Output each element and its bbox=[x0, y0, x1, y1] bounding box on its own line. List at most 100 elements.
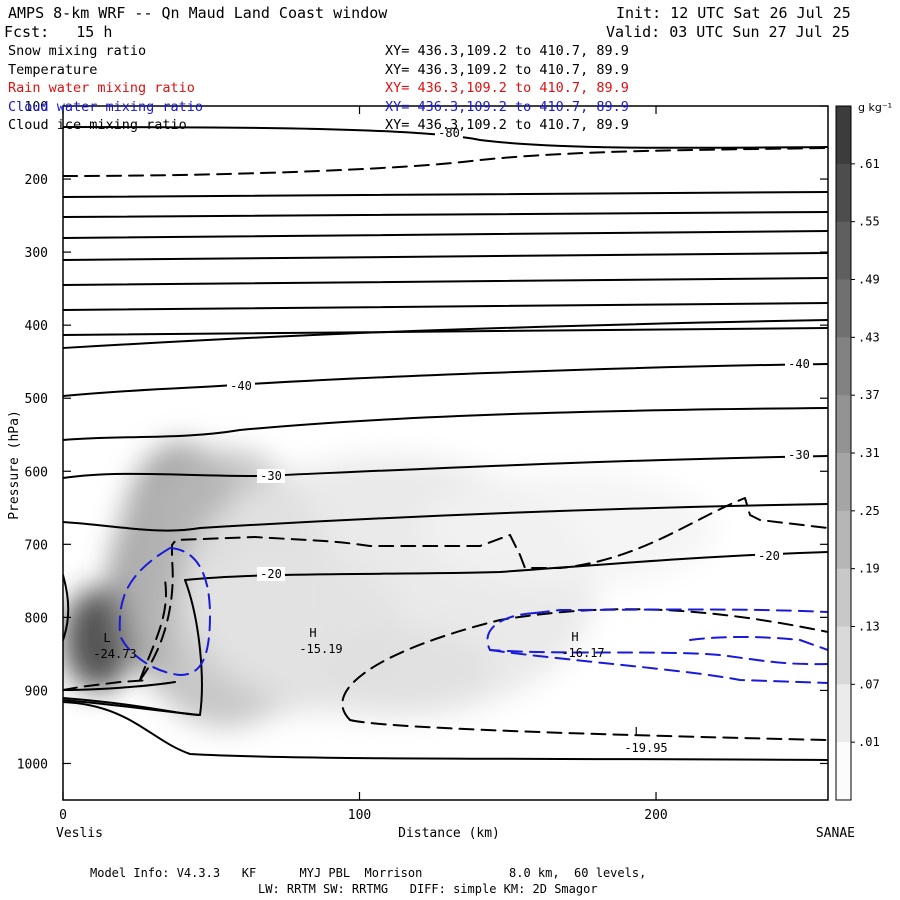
field-cross-section-coords: XY= 436.3,109.2 to 410.7, 89.9 bbox=[385, 43, 629, 59]
temperature-contour-label: -30 bbox=[788, 448, 810, 462]
temperature-contour bbox=[63, 302, 828, 311]
colorbar-segment bbox=[836, 742, 851, 801]
temperature-contour-label: -80 bbox=[438, 126, 460, 140]
colorbar-tick-label: .43 bbox=[858, 330, 880, 344]
temperature-contour-label: -30 bbox=[260, 469, 282, 483]
colorbar-tick-label: .37 bbox=[858, 388, 880, 402]
x-tick-label: 200 bbox=[644, 808, 667, 823]
temperature-contour bbox=[63, 252, 828, 261]
temperature-contour bbox=[63, 697, 201, 716]
temperature-contour bbox=[63, 701, 828, 761]
contour-label-bg bbox=[785, 448, 813, 462]
colorbar-tick-label: .07 bbox=[858, 677, 880, 691]
snow-mixing-ratio-shading bbox=[63, 442, 716, 727]
temperature-contour bbox=[63, 574, 70, 641]
cloud-ice-contour bbox=[63, 679, 151, 691]
y-tick-label: 100 bbox=[25, 100, 48, 115]
temperature-contour bbox=[63, 277, 828, 286]
temperature-contour-label: -40 bbox=[788, 357, 810, 371]
temperature-contour-minus30 bbox=[63, 455, 828, 479]
colorbar-segment bbox=[836, 568, 851, 627]
field-name: Snow mixing ratio bbox=[8, 43, 147, 59]
colorbar-unit: g kg⁻¹ bbox=[858, 101, 892, 114]
colorbar-tick-label: .01 bbox=[858, 735, 880, 749]
cloud-water-contour bbox=[486, 612, 828, 666]
colorbar-segment bbox=[836, 337, 851, 396]
field-cross-section-coords: XY= 436.3,109.2 to 410.7, 89.9 bbox=[385, 98, 629, 115]
colorbar-segment bbox=[836, 279, 851, 338]
extremum-value-label: -16.17 bbox=[561, 646, 604, 660]
temperature-contour bbox=[63, 681, 176, 691]
colorbar-segment bbox=[836, 221, 851, 280]
contour-label-bg bbox=[227, 379, 255, 393]
y-axis: 1000 900 800 700 600 500 400 300 200 100 Pressure … bbox=[7, 100, 828, 772]
temperature-contour-minus80 bbox=[63, 126, 828, 149]
contour-labels: -80 -40 -40 -30 -30 -20 -20 L -24.73 H -15.19 H -16.… bbox=[93, 126, 813, 755]
colorbar-tick-label: .55 bbox=[858, 215, 880, 229]
extremum-type-label: H bbox=[571, 630, 578, 644]
x-tick-label: 100 bbox=[348, 808, 371, 823]
extremum-type-label: H bbox=[309, 626, 316, 640]
field-name: Cloud water mixing ratio bbox=[8, 98, 204, 115]
colorbar-segment bbox=[836, 626, 851, 685]
temperature-contour bbox=[63, 211, 828, 218]
cloud-ice-contour bbox=[63, 147, 828, 177]
y-tick-label: 500 bbox=[25, 392, 48, 407]
field-cross-section-coords: XY= 436.3,109.2 to 410.7, 89.9 bbox=[385, 61, 629, 78]
field-name: Cloud ice mixing ratio bbox=[8, 117, 187, 133]
temperature-contour bbox=[63, 503, 828, 532]
cloud-water-contour bbox=[118, 547, 211, 676]
y-tick-label: 900 bbox=[25, 684, 48, 699]
contour-label-bg bbox=[435, 126, 463, 140]
y-tick-label: 600 bbox=[25, 465, 48, 480]
cloud-ice-contour bbox=[349, 719, 828, 741]
x-tick-label: 0 bbox=[59, 808, 67, 823]
extremum-type-label: L bbox=[634, 725, 641, 739]
colorbar-segment bbox=[836, 684, 851, 743]
contour-label-bg bbox=[257, 567, 285, 581]
colorbar-tick-label: .25 bbox=[858, 504, 880, 518]
cloud-water-contour bbox=[534, 608, 828, 614]
plot-frame bbox=[62, 105, 829, 801]
init-time: Init: 12 UTC Sat 26 Jul 25 bbox=[616, 4, 851, 22]
colorbar-segment bbox=[836, 163, 851, 223]
colorbar: .61 .55 .49 .43 .37 .31 .25 .19 .13 .07 .01 g kg⁻¹ bbox=[835, 101, 892, 801]
snow-shading-blob bbox=[418, 471, 716, 589]
cloud-ice-contour bbox=[139, 579, 167, 681]
x-end-label-right: SANAE bbox=[816, 826, 855, 841]
temperature-contours bbox=[63, 126, 828, 761]
y-tick-label: 400 bbox=[25, 319, 48, 334]
y-tick-label: 1000 bbox=[17, 757, 48, 772]
colorbar-tick-label: .19 bbox=[858, 562, 880, 576]
colorbar-tick-label: .31 bbox=[858, 446, 880, 460]
colorbar-tick-label: .61 bbox=[858, 157, 880, 171]
cloud-water-contour bbox=[689, 635, 828, 651]
extremum-value-label: -24.73 bbox=[93, 647, 136, 661]
cloud-ice-contour bbox=[341, 608, 828, 721]
forecast-hour: Fcst: 15 h bbox=[4, 23, 113, 41]
colorbar-tick-label: .13 bbox=[858, 620, 880, 634]
field-name: Temperature bbox=[8, 61, 98, 78]
x-end-label-left: Veslis bbox=[56, 826, 103, 841]
temperature-contour-label: -40 bbox=[230, 379, 252, 393]
y-tick-label: 800 bbox=[25, 611, 48, 626]
valid-time: Valid: 03 UTC Sun 27 Jul 25 bbox=[606, 23, 850, 41]
field-name: Rain water mixing ratio bbox=[8, 80, 195, 96]
temperature-contour bbox=[63, 191, 828, 198]
temperature-contour-minus40 bbox=[63, 363, 828, 397]
extremum-value-label: -19.95 bbox=[624, 741, 667, 755]
colorbar-segment bbox=[836, 510, 851, 570]
colorbar-segment bbox=[836, 453, 851, 512]
temperature-contour-label: -20 bbox=[260, 567, 282, 581]
temperature-contour bbox=[63, 407, 828, 441]
chart-title: AMPS 8-km WRF -- Qn Maud Land Coast wind… bbox=[8, 4, 388, 22]
y-axis-label: Pressure (hPa) bbox=[7, 410, 22, 520]
model-info-line-2: LW: RRTM SW: RRTMG DIFF: simple KM: 2D S… bbox=[258, 882, 598, 896]
temperature-contour-label: -20 bbox=[758, 549, 780, 563]
extremum-value-label: -15.19 bbox=[299, 642, 342, 656]
colorbar-segment bbox=[836, 106, 851, 165]
field-cross-section-coords: XY= 436.3,109.2 to 410.7, 89.9 bbox=[385, 117, 629, 133]
contour-label-bg bbox=[755, 549, 783, 563]
cloud-water-contour bbox=[489, 649, 828, 684]
